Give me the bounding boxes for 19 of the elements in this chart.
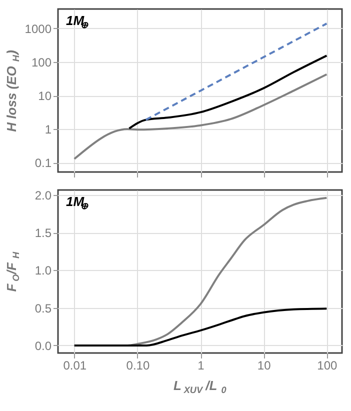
y-tick-label: 0.5	[34, 301, 52, 316]
annotation: 1M⊕	[66, 194, 88, 211]
x-tick-label: 0.01	[63, 358, 87, 372]
x-tick-label: 1	[198, 358, 205, 372]
y-tick-label: 1	[44, 122, 52, 137]
y-tick-label: 10	[38, 89, 52, 104]
y-tick-label: 100	[31, 56, 52, 70]
y-tick-label: 1000	[24, 22, 52, 36]
x-tick-label: 0.10	[126, 358, 150, 372]
x-tick-label: 10	[257, 358, 272, 372]
y-tick-label: 2.0	[34, 188, 52, 202]
y-tick-label: 1.0	[34, 264, 52, 278]
x-tick-label: 100	[317, 358, 338, 372]
y-axis-title: H loss (EOH)	[4, 50, 21, 132]
y-tick-label: 0.0	[34, 338, 52, 353]
annotation: 1M⊕	[66, 13, 88, 30]
y-axis-title: FO/FH	[4, 252, 21, 292]
y-tick-label: 1.5	[34, 226, 52, 240]
y-tick-label: 0.1	[34, 156, 52, 170]
